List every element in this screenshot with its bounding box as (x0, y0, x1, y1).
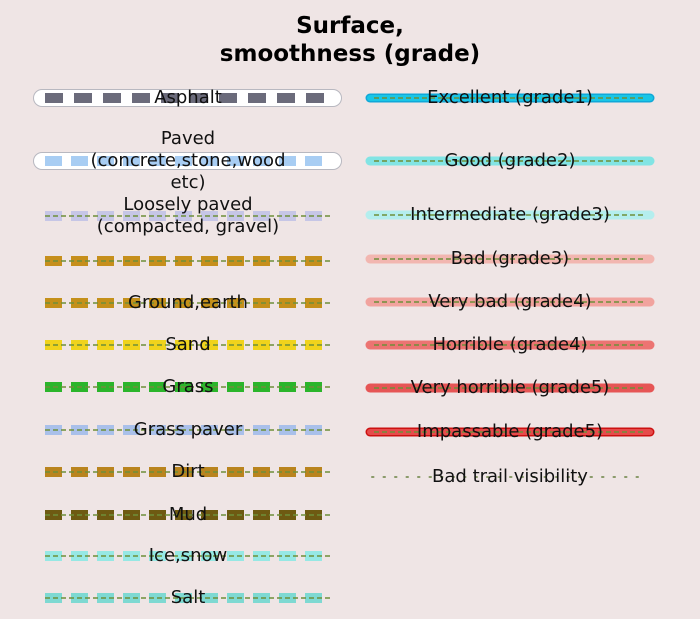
smoothness-label-4: Very bad (grade4) (428, 291, 592, 312)
surface-label-5-line: Sand (165, 334, 211, 355)
surface-label-1: Paved (concrete,stone,wood etc) (91, 128, 286, 194)
surface-label-4: Ground,earth (128, 292, 248, 314)
surface-label-4-line: Ground,earth (128, 292, 248, 313)
surface-label-6: Grass (162, 376, 213, 398)
legend-title-line-2: smoothness (grade) (219, 41, 481, 67)
surface-label-1-line: (concrete,stone,wood (90, 150, 286, 171)
legend-title: Surface, smoothness (grade) (0, 12, 700, 68)
surface-label-9-line: Mud (168, 504, 208, 525)
surface-label-11-line: Salt (170, 587, 206, 608)
surface-label-1-line: Paved (160, 128, 216, 149)
smoothness-label-1: Good (grade2) (444, 150, 576, 171)
surface-label-2: Loosely paved (compacted, gravel) (97, 194, 279, 238)
smoothness-label-2: Intermediate (grade3) (410, 204, 610, 225)
smoothness-label-0: Excellent (grade1) (427, 87, 593, 108)
smoothness-label-8: Bad trail visibility (432, 466, 588, 487)
surface-label-9: Mud (169, 504, 207, 526)
smoothness-label-6: Very horrible (grade5) (410, 377, 610, 398)
legend-title-line-1: Surface, (296, 13, 404, 39)
smoothness-label-3: Bad (grade3) (450, 248, 570, 269)
smoothness-label-7: Impassable (grade5) (416, 421, 604, 442)
surface-label-7-line: Grass paver (133, 419, 243, 440)
smoothness-label-5: Horrible (grade4) (432, 334, 588, 355)
surface-label-11: Salt (171, 587, 206, 609)
surface-label-5: Sand (165, 334, 210, 356)
surface-label-10: Ice,snow (149, 545, 228, 567)
surface-label-8: Dirt (171, 461, 204, 483)
surface-label-6-line: Grass (162, 376, 214, 397)
surface-label-10-line: Ice,snow (148, 545, 228, 566)
surface-label-8-line: Dirt (171, 461, 205, 482)
surface-label-0-line: Asphalt (154, 87, 222, 108)
surface-label-7: Grass paver (134, 419, 242, 441)
surface-label-0: Asphalt (154, 87, 222, 109)
surface-label-2-line: (compacted, gravel) (96, 216, 280, 237)
surface-label-2-line: Loosely paved (123, 194, 253, 215)
surface-label-1-line: etc) (170, 172, 206, 193)
